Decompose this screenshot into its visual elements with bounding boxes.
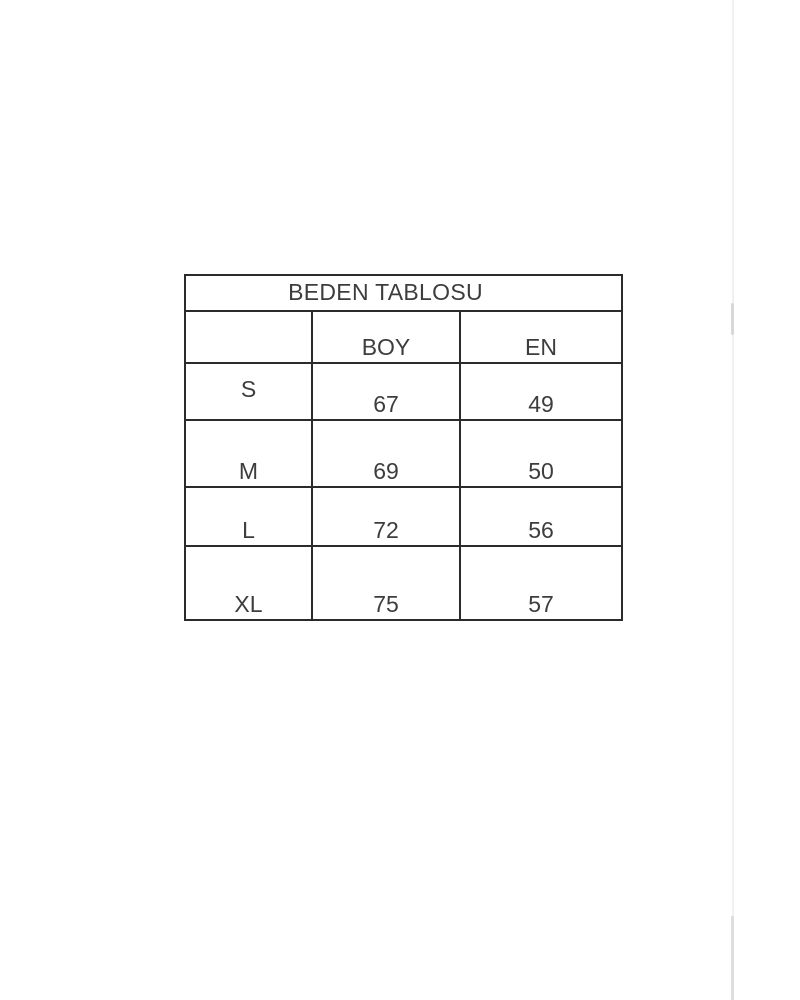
boy-value-xl: 75 xyxy=(311,545,461,621)
size-label-xl: XL xyxy=(184,545,313,621)
table-row-s: S 67 49 xyxy=(184,362,623,421)
en-value-l: 56 xyxy=(459,486,623,547)
en-value-xl: 57 xyxy=(459,545,623,621)
size-label-m: M xyxy=(184,419,313,488)
header-row: BOY EN xyxy=(184,310,623,364)
table-row-m: M 69 50 xyxy=(184,419,623,488)
title-row: BEDEN TABLOSU xyxy=(184,274,623,312)
column-header-en: EN xyxy=(459,310,623,364)
table-row-xl: XL 75 57 xyxy=(184,545,623,621)
scan-artifact-segment-upper xyxy=(731,303,734,335)
size-label-s: S xyxy=(184,362,313,421)
table-row-l: L 72 56 xyxy=(184,486,623,547)
size-label-l: L xyxy=(184,486,313,547)
boy-value-s: 67 xyxy=(311,362,461,421)
scan-artifact-line xyxy=(731,0,734,1000)
column-header-boy: BOY xyxy=(311,310,461,364)
size-chart-table: BEDEN TABLOSU BOY EN S 67 49 M 69 50 L 7… xyxy=(184,274,623,621)
size-chart-title: BEDEN TABLOSU xyxy=(184,274,623,312)
boy-value-l: 72 xyxy=(311,486,461,547)
column-header-blank xyxy=(184,310,313,364)
scan-artifact-segment-lower xyxy=(731,916,734,1000)
en-value-m: 50 xyxy=(459,419,623,488)
boy-value-m: 69 xyxy=(311,419,461,488)
en-value-s: 49 xyxy=(459,362,623,421)
